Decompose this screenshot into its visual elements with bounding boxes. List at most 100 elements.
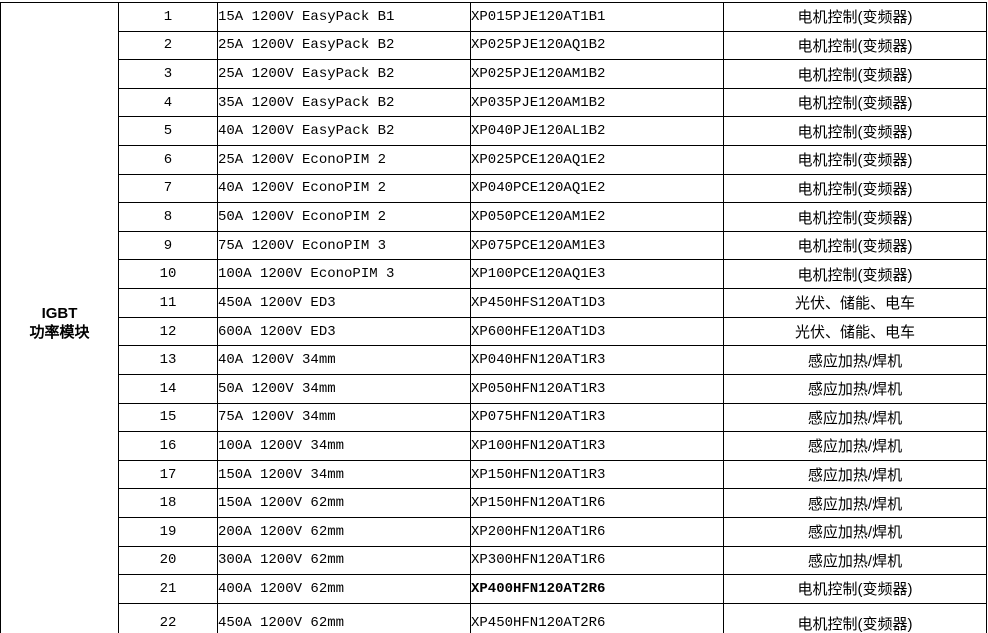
- part-number-cell: XP075HFN120AT1R3: [470, 402, 724, 433]
- table-row: 2 25A 1200V EasyPack B2 XP025PJE120AQ1B2 电机…: [1, 30, 987, 61]
- row-number-cell: 14: [118, 373, 218, 404]
- table-row: 19 200A 1200V 62mm XP200HFN120AT1R6 感应加热/焊机: [1, 516, 987, 547]
- row-number-cell: 17: [118, 459, 218, 490]
- part-number-cell: XP150HFN120AT1R6: [470, 488, 724, 518]
- spec-cell: 450A 1200V 62mm: [217, 602, 471, 633]
- application-cell: 电机控制(变频器): [723, 2, 987, 32]
- part-number-cell: XP100HFN120AT1R3: [470, 431, 724, 461]
- table-row: 7 40A 1200V EconoPIM 2 XP040PCE120AQ1E2 电机控…: [1, 173, 987, 204]
- part-number-cell: XP450HFN120AT2R6: [470, 602, 724, 633]
- row-number-cell: 1: [118, 2, 218, 32]
- part-number-cell: XP450HFS120AT1D3: [470, 288, 724, 318]
- application-cell: 感应加热/焊机: [723, 459, 987, 490]
- application-cell: 电机控制(变频器): [723, 602, 987, 633]
- table-row: 16 100A 1200V 34mm XP100HFN120AT1R3 感应加热/焊机: [1, 431, 987, 461]
- spec-cell: 600A 1200V ED3: [217, 316, 471, 347]
- row-number-cell: 6: [118, 145, 218, 175]
- table-row: 20 300A 1200V 62mm XP300HFN120AT1R6 感应加热/焊机: [1, 545, 987, 576]
- product-group-cell: IGBT 功率模块: [0, 2, 119, 633]
- row-number-cell: 3: [118, 59, 218, 89]
- part-number-cell: XP050HFN120AT1R3: [470, 373, 724, 404]
- part-number-cell: XP040PCE120AQ1E2: [470, 173, 724, 204]
- product-group-label-line1: IGBT: [41, 304, 78, 322]
- row-number-cell: 11: [118, 288, 218, 318]
- table-row: 5 40A 1200V EasyPack B2 XP040PJE120AL1B2 电机…: [1, 116, 987, 147]
- spec-cell: 450A 1200V ED3: [217, 288, 471, 318]
- row-number-cell: 21: [118, 574, 218, 604]
- row-number-cell: 18: [118, 488, 218, 518]
- product-group-label-line2: 功率模块: [29, 323, 90, 341]
- part-number-cell: XP300HFN120AT1R6: [470, 545, 724, 576]
- spec-cell: 25A 1200V EasyPack B2: [217, 30, 471, 61]
- row-number-cell: 8: [118, 202, 218, 232]
- application-cell: 电机控制(变频器): [723, 145, 987, 175]
- spec-cell: 50A 1200V 34mm: [217, 373, 471, 404]
- application-cell: 电机控制(变频器): [723, 259, 987, 290]
- spec-cell: 35A 1200V EasyPack B2: [217, 87, 471, 118]
- spec-cell: 40A 1200V 34mm: [217, 345, 471, 375]
- table-row: 3 25A 1200V EasyPack B2 XP025PJE120AM1B2 电机…: [1, 59, 987, 89]
- application-cell: 电机控制(变频器): [723, 116, 987, 147]
- application-cell: 感应加热/焊机: [723, 431, 987, 461]
- spec-cell: 300A 1200V 62mm: [217, 545, 471, 576]
- spec-cell: 75A 1200V 34mm: [217, 402, 471, 433]
- row-number-cell: 15: [118, 402, 218, 433]
- row-number-cell: 19: [118, 516, 218, 547]
- part-number-cell: XP600HFE120AT1D3: [470, 316, 724, 347]
- part-number-cell: XP050PCE120AM1E2: [470, 202, 724, 232]
- row-number-cell: 22: [118, 602, 218, 633]
- spec-cell: 25A 1200V EconoPIM 2: [217, 145, 471, 175]
- table-row: 4 35A 1200V EasyPack B2 XP035PJE120AM1B2 电机…: [1, 87, 987, 118]
- table-row: 14 50A 1200V 34mm XP050HFN120AT1R3 感应加热/焊机: [1, 373, 987, 404]
- table-row: 15 75A 1200V 34mm XP075HFN120AT1R3 感应加热/焊机: [1, 402, 987, 433]
- row-number-cell: 13: [118, 345, 218, 375]
- table-row: 8 50A 1200V EconoPIM 2 XP050PCE120AM1E2 电机控…: [1, 202, 987, 232]
- application-cell: 电机控制(变频器): [723, 230, 987, 261]
- row-number-cell: 5: [118, 116, 218, 147]
- application-cell: 感应加热/焊机: [723, 488, 987, 518]
- spec-cell: 150A 1200V 62mm: [217, 488, 471, 518]
- table-row: 21 400A 1200V 62mm XP400HFN120AT2R6 电机控制(变频…: [1, 574, 987, 604]
- spec-cell: 40A 1200V EconoPIM 2: [217, 173, 471, 204]
- application-cell: 电机控制(变频器): [723, 173, 987, 204]
- table-row: 17 150A 1200V 34mm XP150HFN120AT1R3 感应加热/焊机: [1, 459, 987, 490]
- part-number-cell: XP075PCE120AM1E3: [470, 230, 724, 261]
- part-number-cell: XP025PCE120AQ1E2: [470, 145, 724, 175]
- application-cell: 感应加热/焊机: [723, 545, 987, 576]
- part-number-cell: XP100PCE120AQ1E3: [470, 259, 724, 290]
- application-cell: 电机控制(变频器): [723, 59, 987, 89]
- part-number-cell: XP015PJE120AT1B1: [470, 2, 724, 32]
- spec-cell: 200A 1200V 62mm: [217, 516, 471, 547]
- table-row: 6 25A 1200V EconoPIM 2 XP025PCE120AQ1E2 电机控…: [1, 145, 987, 175]
- row-number-cell: 7: [118, 173, 218, 204]
- row-number-cell: 12: [118, 316, 218, 347]
- spec-cell: 150A 1200V 34mm: [217, 459, 471, 490]
- row-number-cell: 10: [118, 259, 218, 290]
- table-row: 10 100A 1200V EconoPIM 3 XP100PCE120AQ1E3 电…: [1, 259, 987, 290]
- spec-cell: 100A 1200V EconoPIM 3: [217, 259, 471, 290]
- row-number-cell: 2: [118, 30, 218, 61]
- table-row: 18 150A 1200V 62mm XP150HFN120AT1R6 感应加热/焊机: [1, 488, 987, 518]
- table-row: 22 450A 1200V 62mm XP450HFN120AT2R6 电机控制(变频…: [1, 602, 987, 633]
- spec-cell: 40A 1200V EasyPack B2: [217, 116, 471, 147]
- table-row: 11 450A 1200V ED3 XP450HFS120AT1D3 光伏、储能、电车: [1, 288, 987, 318]
- table-row: 9 75A 1200V EconoPIM 3 XP075PCE120AM1E3 电机控…: [1, 230, 987, 261]
- row-number-cell: 20: [118, 545, 218, 576]
- part-number-cell: XP025PJE120AQ1B2: [470, 30, 724, 61]
- part-number-cell: XP025PJE120AM1B2: [470, 59, 724, 89]
- part-number-cell: XP150HFN120AT1R3: [470, 459, 724, 490]
- application-cell: 电机控制(变频器): [723, 574, 987, 604]
- application-cell: 电机控制(变频器): [723, 202, 987, 232]
- part-number-cell: XP035PJE120AM1B2: [470, 87, 724, 118]
- spec-cell: 50A 1200V EconoPIM 2: [217, 202, 471, 232]
- spec-cell: 400A 1200V 62mm: [217, 574, 471, 604]
- row-number-cell: 9: [118, 230, 218, 261]
- spec-cell: 25A 1200V EasyPack B2: [217, 59, 471, 89]
- table-row: 12 600A 1200V ED3 XP600HFE120AT1D3 光伏、储能、电车: [1, 316, 987, 347]
- spec-cell: 75A 1200V EconoPIM 3: [217, 230, 471, 261]
- application-cell: 电机控制(变频器): [723, 87, 987, 118]
